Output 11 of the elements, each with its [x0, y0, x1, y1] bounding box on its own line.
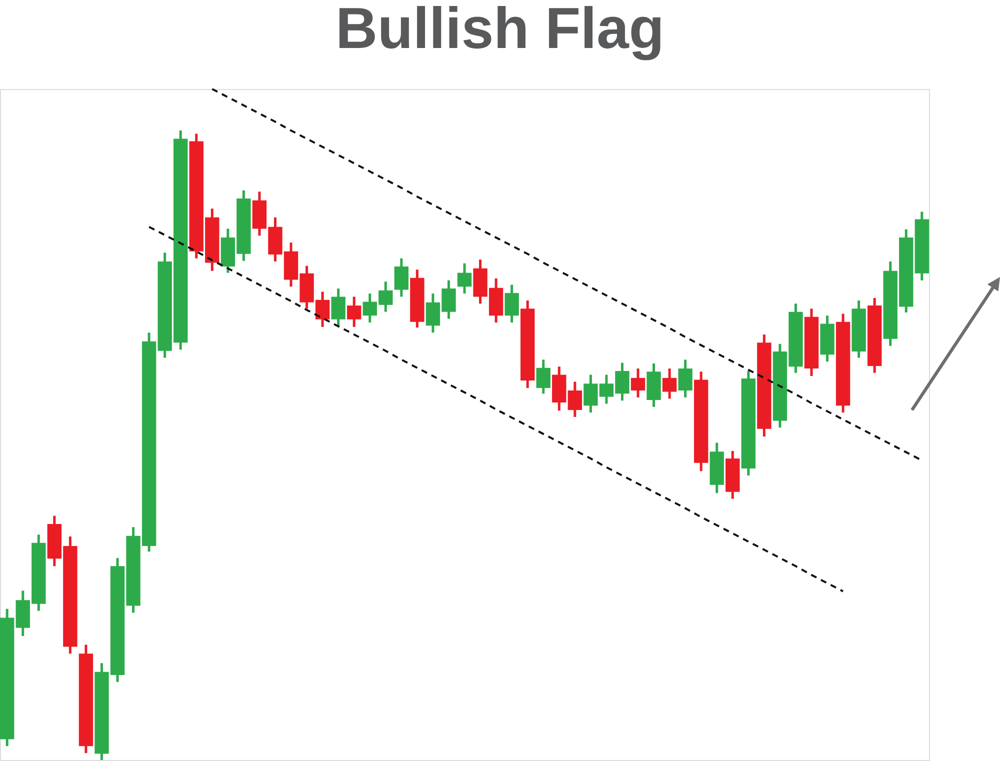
candlestick [394, 257, 409, 298]
candlestick [662, 367, 677, 400]
candlestick [504, 284, 519, 324]
candlestick [331, 287, 346, 328]
candlestick [630, 367, 646, 399]
candlestick [457, 262, 472, 295]
candlestick [346, 295, 362, 328]
chart-title: Bullish Flag [336, 0, 664, 61]
candlestick [568, 380, 582, 418]
candlestick [678, 358, 692, 399]
candlestick [536, 358, 550, 395]
